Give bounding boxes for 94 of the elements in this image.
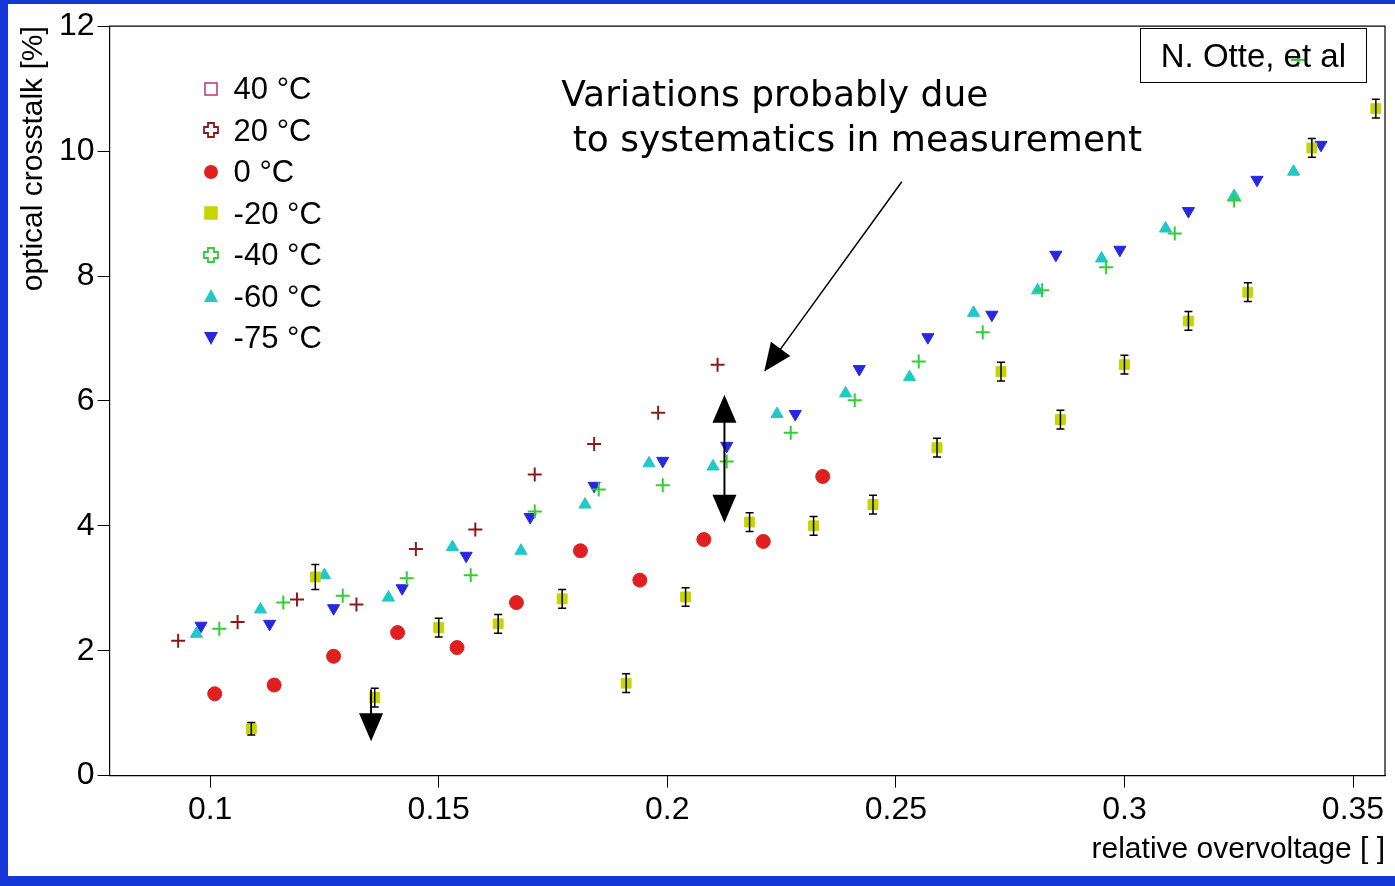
point bbox=[523, 513, 537, 525]
legend-label: 0 °C bbox=[233, 153, 295, 192]
point bbox=[590, 481, 607, 498]
y-axis-title: optical crosstalk [%] bbox=[15, 26, 49, 292]
point bbox=[407, 540, 424, 557]
x-tick-label: 0.25 bbox=[864, 789, 928, 826]
point bbox=[526, 503, 543, 520]
y-tick-label: 10 bbox=[59, 130, 95, 167]
legend-label: 40 °C bbox=[233, 70, 312, 109]
point bbox=[846, 392, 863, 409]
point bbox=[1113, 245, 1127, 258]
point bbox=[207, 686, 223, 702]
point bbox=[1098, 259, 1115, 276]
point bbox=[706, 458, 720, 471]
x-tick-label: 0.1 bbox=[187, 789, 233, 826]
point bbox=[211, 620, 228, 637]
point bbox=[654, 477, 671, 494]
point bbox=[770, 406, 784, 419]
point bbox=[967, 305, 981, 317]
point bbox=[194, 621, 208, 634]
point bbox=[656, 456, 670, 469]
point bbox=[696, 532, 712, 548]
legend-label: -40 °C bbox=[233, 236, 322, 275]
point bbox=[782, 424, 799, 441]
legend-label: -60 °C bbox=[233, 277, 322, 316]
point bbox=[839, 385, 853, 398]
point bbox=[348, 596, 365, 613]
y-tick-label: 4 bbox=[76, 505, 95, 542]
point bbox=[718, 453, 735, 470]
point bbox=[1159, 221, 1173, 233]
x-tick-label: 0.15 bbox=[407, 789, 470, 826]
point bbox=[526, 466, 543, 483]
point bbox=[632, 572, 648, 588]
point bbox=[253, 601, 268, 614]
y-tick-label: 2 bbox=[76, 630, 95, 667]
x-tick-label: 0.3 bbox=[1102, 789, 1147, 826]
point bbox=[1034, 282, 1051, 299]
point bbox=[852, 365, 866, 377]
point bbox=[467, 521, 484, 538]
x-tick-label: 0.35 bbox=[1321, 789, 1385, 826]
point bbox=[170, 632, 187, 649]
point bbox=[921, 333, 935, 345]
point bbox=[326, 648, 342, 664]
point bbox=[755, 533, 771, 549]
point bbox=[327, 604, 341, 616]
point bbox=[263, 619, 277, 632]
point bbox=[398, 570, 415, 587]
point bbox=[578, 497, 592, 509]
point bbox=[445, 539, 460, 552]
annotation: N. Otte, et al bbox=[1139, 28, 1367, 84]
point bbox=[1250, 175, 1264, 188]
x-tick-label: 0.2 bbox=[645, 789, 690, 826]
point bbox=[709, 356, 726, 373]
point bbox=[1226, 192, 1243, 209]
point bbox=[1166, 225, 1183, 242]
point bbox=[788, 410, 802, 422]
point bbox=[1095, 251, 1109, 263]
legend-label: -20 °C bbox=[233, 194, 322, 233]
point bbox=[189, 626, 204, 638]
annotation: Variations probably due to systematics in measurement bbox=[561, 72, 1142, 162]
point bbox=[910, 353, 927, 370]
point bbox=[275, 594, 292, 611]
point bbox=[1287, 164, 1301, 176]
point bbox=[572, 543, 588, 559]
point bbox=[508, 595, 524, 611]
point bbox=[1181, 207, 1195, 219]
point bbox=[390, 625, 406, 641]
y-tick-label: 6 bbox=[76, 380, 95, 417]
point bbox=[650, 404, 667, 421]
point bbox=[229, 613, 246, 630]
point bbox=[985, 310, 999, 323]
point bbox=[395, 584, 409, 596]
y-tick-label: 0 bbox=[76, 755, 95, 792]
point bbox=[459, 551, 473, 564]
point bbox=[1049, 250, 1063, 263]
point bbox=[1314, 140, 1328, 153]
point bbox=[974, 324, 991, 341]
point bbox=[309, 571, 321, 583]
x-axis-title: relative overvoltage [ ] bbox=[1091, 831, 1385, 865]
point bbox=[462, 567, 479, 584]
point bbox=[266, 677, 282, 693]
point bbox=[334, 587, 351, 604]
legend-label: -75 °C bbox=[233, 319, 322, 358]
point bbox=[449, 640, 465, 656]
point bbox=[642, 455, 656, 468]
point bbox=[903, 369, 917, 382]
point bbox=[514, 543, 528, 555]
point bbox=[289, 591, 306, 608]
legend-label: 20 °C bbox=[233, 111, 312, 150]
point bbox=[586, 435, 603, 452]
y-tick-label: 8 bbox=[76, 255, 95, 292]
y-tick-label: 12 bbox=[59, 6, 95, 43]
point bbox=[815, 468, 831, 484]
point bbox=[381, 590, 396, 602]
